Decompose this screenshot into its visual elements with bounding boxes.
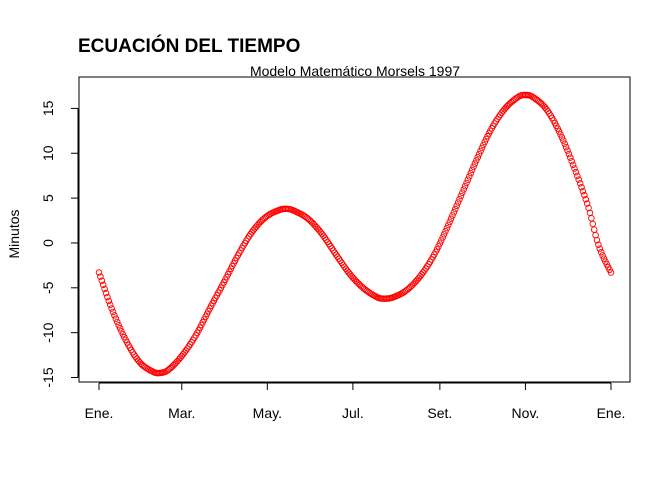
data-point bbox=[454, 199, 462, 206]
y-tick-label: 5 bbox=[40, 194, 56, 202]
data-point bbox=[596, 245, 604, 252]
y-axis-label: Minutos bbox=[6, 209, 22, 258]
y-tick-label: 0 bbox=[40, 239, 56, 247]
data-point bbox=[101, 285, 108, 293]
chart-title: ECUACIÓN DEL TIEMPO bbox=[78, 35, 300, 57]
data-point bbox=[468, 166, 476, 174]
data-point bbox=[457, 192, 465, 200]
data-point bbox=[597, 248, 605, 256]
data-point bbox=[99, 281, 107, 289]
data-point bbox=[112, 315, 120, 322]
data-point bbox=[576, 180, 584, 187]
y-tick-label: 10 bbox=[40, 145, 56, 161]
data-point bbox=[560, 137, 567, 144]
chart-subtitle: Modelo Matemático Morsels 1997 bbox=[250, 63, 460, 79]
data-point bbox=[109, 308, 117, 316]
data-point bbox=[565, 150, 573, 158]
data-point bbox=[453, 202, 460, 210]
data-point bbox=[589, 220, 597, 228]
data-point bbox=[111, 312, 118, 319]
data-point bbox=[579, 187, 587, 195]
x-tick-label: Ene. bbox=[85, 405, 114, 421]
data-point bbox=[116, 325, 124, 332]
data-point bbox=[480, 141, 487, 149]
x-tick-label: Nov. bbox=[512, 405, 540, 421]
data-point bbox=[467, 169, 474, 177]
data-point bbox=[452, 205, 459, 213]
data-point bbox=[568, 157, 575, 165]
data-point bbox=[478, 144, 486, 152]
data-point bbox=[578, 183, 585, 191]
data-point bbox=[561, 140, 568, 148]
data-point bbox=[446, 218, 453, 226]
x-tick-label: Jul. bbox=[342, 405, 364, 421]
x-tick-label: Set. bbox=[427, 405, 452, 421]
data-point bbox=[607, 269, 615, 276]
data-point bbox=[471, 160, 479, 167]
data-point bbox=[583, 200, 591, 207]
data-point bbox=[574, 172, 581, 180]
data-point bbox=[582, 196, 590, 203]
data-point bbox=[590, 226, 598, 233]
data-point bbox=[106, 301, 114, 309]
data-point bbox=[567, 154, 574, 161]
data-point bbox=[438, 237, 445, 244]
data-point bbox=[593, 237, 601, 244]
y-tick-label: -10 bbox=[40, 322, 56, 342]
data-point bbox=[595, 241, 602, 248]
data-point bbox=[558, 134, 566, 141]
data-point bbox=[463, 179, 470, 187]
data-point bbox=[104, 293, 111, 301]
y-tick-label: -5 bbox=[40, 281, 56, 294]
y-tick-label: 15 bbox=[40, 100, 56, 116]
data-point bbox=[95, 269, 103, 276]
data-point bbox=[564, 147, 571, 154]
x-tick-label: Ene. bbox=[597, 405, 626, 421]
data-point bbox=[98, 277, 106, 284]
data-point bbox=[108, 305, 115, 312]
data-point bbox=[436, 240, 444, 247]
data-point bbox=[588, 214, 595, 222]
data-point bbox=[474, 154, 481, 161]
data-point bbox=[440, 231, 448, 238]
data-point bbox=[470, 163, 477, 170]
y-tick-label: -15 bbox=[40, 367, 56, 387]
data-point bbox=[571, 165, 578, 172]
data-point bbox=[450, 209, 458, 216]
data-point bbox=[445, 221, 452, 229]
data-point bbox=[439, 234, 446, 241]
data-point bbox=[466, 173, 473, 180]
data-point bbox=[581, 191, 588, 199]
y-axis: -15 -10 -5 0 5 10 15 bbox=[40, 100, 79, 388]
data-point bbox=[97, 273, 104, 280]
data-point bbox=[449, 212, 456, 219]
data-point bbox=[442, 227, 449, 235]
data-point bbox=[456, 195, 463, 203]
data-point bbox=[443, 224, 451, 232]
x-axis: Ene. Mar. May. Jul. Set. Nov. Ene. bbox=[85, 382, 626, 421]
data-point bbox=[572, 168, 580, 176]
plot-frame bbox=[78, 76, 631, 383]
data-point bbox=[562, 143, 570, 151]
data-points bbox=[95, 91, 615, 377]
data-point bbox=[105, 297, 113, 305]
data-point bbox=[115, 321, 122, 329]
data-point bbox=[575, 176, 582, 183]
data-point bbox=[447, 215, 455, 222]
data-point bbox=[473, 157, 480, 164]
data-point bbox=[557, 131, 564, 138]
data-point bbox=[599, 252, 606, 259]
data-point bbox=[569, 161, 577, 169]
data-point bbox=[113, 318, 121, 326]
x-tick-label: Mar. bbox=[168, 405, 195, 421]
data-point bbox=[459, 189, 466, 196]
data-point bbox=[461, 182, 469, 190]
data-point bbox=[464, 176, 472, 183]
data-point bbox=[477, 147, 484, 155]
data-point bbox=[475, 150, 483, 158]
x-tick-label: May. bbox=[253, 405, 282, 421]
data-point bbox=[460, 186, 467, 193]
data-point bbox=[102, 289, 110, 297]
